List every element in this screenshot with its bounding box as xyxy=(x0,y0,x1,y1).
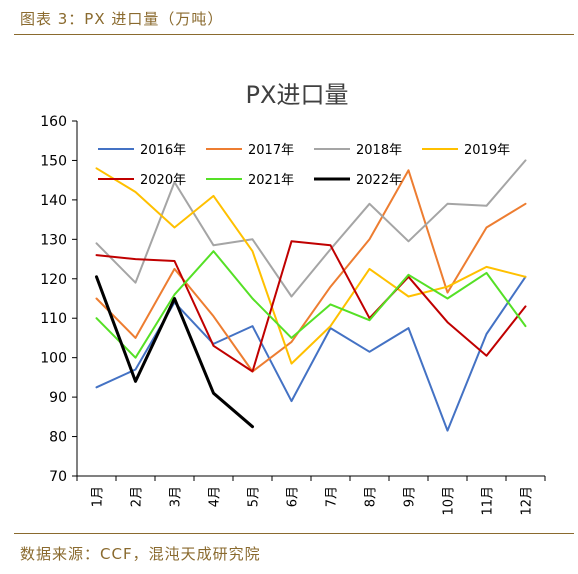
x-tick-label: 3月 xyxy=(169,486,184,507)
chart-title: PX进口量 xyxy=(246,81,349,109)
x-tick-label: 2月 xyxy=(130,486,145,507)
series-line-2018年 xyxy=(95,159,527,298)
x-tick-label: 9月 xyxy=(403,486,418,507)
y-tick-label: 90 xyxy=(49,390,67,406)
y-tick-label: 160 xyxy=(40,114,67,130)
y-tick-label: 100 xyxy=(40,351,67,367)
legend-label: 2020年 xyxy=(140,173,186,188)
x-tick-label: 10月 xyxy=(442,486,457,516)
x-tick-label: 8月 xyxy=(364,486,379,507)
legend-label: 2019年 xyxy=(464,143,510,158)
legend-label: 2022年 xyxy=(356,173,402,188)
series-line-2019年 xyxy=(95,167,527,365)
series-line-2022年 xyxy=(95,275,254,429)
legend: 2016年 2017年 2018年 2019年 2020年 2021年 2022年 xyxy=(98,143,510,188)
y-tick-label: 110 xyxy=(40,311,67,327)
source-note: 数据来源：CCF，混沌天成研究院 xyxy=(20,545,261,563)
x-tick-label: 11月 xyxy=(481,486,496,516)
series-line-2016年 xyxy=(95,275,527,432)
series-line-2020年 xyxy=(95,240,527,373)
axes: 70 80 90 100 110 120 130 140 150 160 1月 2月 3月 4月 5月 6月 7… xyxy=(40,114,546,516)
figure-caption: 图表 3：PX 进口量（万吨） xyxy=(20,10,224,28)
series-line-2021年 xyxy=(95,250,527,359)
legend-label: 2017年 xyxy=(248,143,294,158)
y-tick-label: 70 xyxy=(49,469,67,485)
legend-label: 2021年 xyxy=(248,173,294,188)
x-tick-label: 12月 xyxy=(520,486,535,516)
y-tick-label: 140 xyxy=(40,193,67,209)
y-tick-label: 80 xyxy=(49,430,67,446)
x-tick-label: 6月 xyxy=(286,486,301,507)
legend-label: 2018年 xyxy=(356,143,402,158)
x-tick-label: 1月 xyxy=(91,486,106,507)
y-tick-label: 130 xyxy=(40,232,67,248)
x-tick-label: 7月 xyxy=(325,486,340,507)
legend-label: 2016年 xyxy=(140,143,186,158)
y-tick-label: 120 xyxy=(40,272,67,288)
x-tick-label: 4月 xyxy=(208,486,223,507)
y-tick-label: 150 xyxy=(40,153,67,169)
series-line-2017年 xyxy=(95,169,527,373)
x-tick-label: 5月 xyxy=(247,486,262,507)
series-lines xyxy=(95,159,527,432)
header-rule xyxy=(14,34,574,35)
footer-rule xyxy=(14,533,574,534)
